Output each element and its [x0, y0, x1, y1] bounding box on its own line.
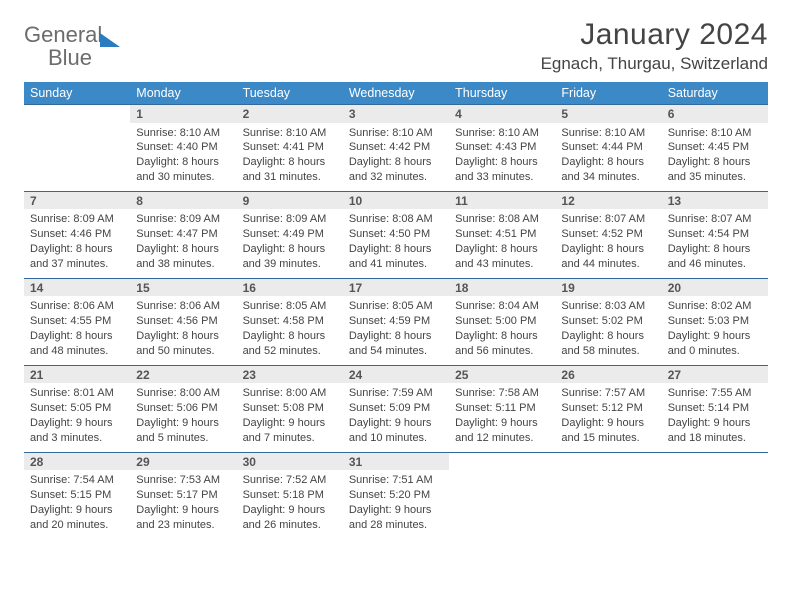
day-number: 13 [662, 191, 768, 209]
day-content: Sunrise: 7:53 AMSunset: 5:17 PMDaylight:… [130, 470, 236, 538]
day-number: 17 [343, 278, 449, 296]
day-content: Sunrise: 7:55 AMSunset: 5:14 PMDaylight:… [662, 383, 768, 452]
day-number: 31 [343, 452, 449, 470]
day-number: 22 [130, 365, 236, 383]
day-number: 21 [24, 365, 130, 383]
day-number: 24 [343, 365, 449, 383]
day-number: 25 [449, 365, 555, 383]
day-content: Sunrise: 8:07 AMSunset: 4:52 PMDaylight:… [555, 209, 661, 278]
day-content: Sunrise: 8:01 AMSunset: 5:05 PMDaylight:… [24, 383, 130, 452]
day-number: 29 [130, 452, 236, 470]
weekday-header: Thursday [449, 82, 555, 105]
weekday-header: Monday [130, 82, 236, 105]
day-content: Sunrise: 8:08 AMSunset: 4:50 PMDaylight:… [343, 209, 449, 278]
day-content: Sunrise: 8:10 AMSunset: 4:43 PMDaylight:… [449, 123, 555, 192]
page-header: General Blue January 2024 Egnach, Thurga… [24, 18, 768, 74]
day-content: Sunrise: 8:10 AMSunset: 4:41 PMDaylight:… [237, 123, 343, 192]
empty-day-content [449, 470, 555, 538]
day-content: Sunrise: 8:07 AMSunset: 4:54 PMDaylight:… [662, 209, 768, 278]
day-number-row: 21222324252627 [24, 365, 768, 383]
day-content: Sunrise: 8:05 AMSunset: 4:59 PMDaylight:… [343, 296, 449, 365]
empty-day-content [555, 470, 661, 538]
weekday-header: Friday [555, 82, 661, 105]
day-content: Sunrise: 8:09 AMSunset: 4:47 PMDaylight:… [130, 209, 236, 278]
day-content: Sunrise: 7:51 AMSunset: 5:20 PMDaylight:… [343, 470, 449, 538]
title-block: January 2024 Egnach, Thurgau, Switzerlan… [541, 18, 768, 74]
day-number: 7 [24, 191, 130, 209]
day-number: 11 [449, 191, 555, 209]
day-number: 30 [237, 452, 343, 470]
day-content: Sunrise: 8:03 AMSunset: 5:02 PMDaylight:… [555, 296, 661, 365]
day-number: 27 [662, 365, 768, 383]
logo-triangle-icon [100, 33, 120, 47]
day-content-row: Sunrise: 8:09 AMSunset: 4:46 PMDaylight:… [24, 209, 768, 278]
weekday-header-row: SundayMondayTuesdayWednesdayThursdayFrid… [24, 82, 768, 105]
day-number: 16 [237, 278, 343, 296]
logo-text-1: General [24, 22, 102, 47]
day-content: Sunrise: 8:10 AMSunset: 4:42 PMDaylight:… [343, 123, 449, 192]
day-number: 3 [343, 105, 449, 123]
weekday-header: Tuesday [237, 82, 343, 105]
day-content: Sunrise: 8:00 AMSunset: 5:06 PMDaylight:… [130, 383, 236, 452]
day-content: Sunrise: 7:57 AMSunset: 5:12 PMDaylight:… [555, 383, 661, 452]
day-number: 9 [237, 191, 343, 209]
day-content: Sunrise: 7:58 AMSunset: 5:11 PMDaylight:… [449, 383, 555, 452]
day-content-row: Sunrise: 8:10 AMSunset: 4:40 PMDaylight:… [24, 123, 768, 192]
day-content: Sunrise: 8:10 AMSunset: 4:40 PMDaylight:… [130, 123, 236, 192]
day-number: 8 [130, 191, 236, 209]
day-number: 18 [449, 278, 555, 296]
day-number: 19 [555, 278, 661, 296]
month-title: January 2024 [541, 18, 768, 52]
day-content: Sunrise: 8:10 AMSunset: 4:45 PMDaylight:… [662, 123, 768, 192]
day-number: 15 [130, 278, 236, 296]
day-number: 6 [662, 105, 768, 123]
day-number: 20 [662, 278, 768, 296]
day-number-row: 28293031 [24, 452, 768, 470]
empty-day-number [662, 452, 768, 470]
day-content: Sunrise: 8:00 AMSunset: 5:08 PMDaylight:… [237, 383, 343, 452]
day-content: Sunrise: 8:09 AMSunset: 4:49 PMDaylight:… [237, 209, 343, 278]
day-number: 23 [237, 365, 343, 383]
day-content-row: Sunrise: 8:01 AMSunset: 5:05 PMDaylight:… [24, 383, 768, 452]
weekday-header: Saturday [662, 82, 768, 105]
day-content: Sunrise: 8:02 AMSunset: 5:03 PMDaylight:… [662, 296, 768, 365]
day-number: 10 [343, 191, 449, 209]
day-number-row: 14151617181920 [24, 278, 768, 296]
day-number: 4 [449, 105, 555, 123]
day-number: 14 [24, 278, 130, 296]
day-content: Sunrise: 8:04 AMSunset: 5:00 PMDaylight:… [449, 296, 555, 365]
day-content: Sunrise: 7:59 AMSunset: 5:09 PMDaylight:… [343, 383, 449, 452]
day-number: 5 [555, 105, 661, 123]
calendar-table: SundayMondayTuesdayWednesdayThursdayFrid… [24, 82, 768, 538]
day-content: Sunrise: 7:54 AMSunset: 5:15 PMDaylight:… [24, 470, 130, 538]
day-content: Sunrise: 8:06 AMSunset: 4:55 PMDaylight:… [24, 296, 130, 365]
day-number: 28 [24, 452, 130, 470]
empty-day-content [662, 470, 768, 538]
empty-day-number [449, 452, 555, 470]
logo: General Blue [24, 24, 120, 70]
day-content: Sunrise: 7:52 AMSunset: 5:18 PMDaylight:… [237, 470, 343, 538]
day-content-row: Sunrise: 7:54 AMSunset: 5:15 PMDaylight:… [24, 470, 768, 538]
day-number: 26 [555, 365, 661, 383]
empty-day-number [555, 452, 661, 470]
day-content: Sunrise: 8:08 AMSunset: 4:51 PMDaylight:… [449, 209, 555, 278]
empty-day-number [24, 105, 130, 123]
day-content: Sunrise: 8:05 AMSunset: 4:58 PMDaylight:… [237, 296, 343, 365]
location: Egnach, Thurgau, Switzerland [541, 54, 768, 74]
weekday-header: Sunday [24, 82, 130, 105]
day-number: 1 [130, 105, 236, 123]
day-content: Sunrise: 8:09 AMSunset: 4:46 PMDaylight:… [24, 209, 130, 278]
day-content: Sunrise: 8:06 AMSunset: 4:56 PMDaylight:… [130, 296, 236, 365]
day-number: 2 [237, 105, 343, 123]
day-number: 12 [555, 191, 661, 209]
empty-day-content [24, 123, 130, 192]
day-number-row: 123456 [24, 105, 768, 123]
day-number-row: 78910111213 [24, 191, 768, 209]
weekday-header: Wednesday [343, 82, 449, 105]
logo-text-2: Blue [48, 45, 92, 70]
day-content: Sunrise: 8:10 AMSunset: 4:44 PMDaylight:… [555, 123, 661, 192]
day-content-row: Sunrise: 8:06 AMSunset: 4:55 PMDaylight:… [24, 296, 768, 365]
